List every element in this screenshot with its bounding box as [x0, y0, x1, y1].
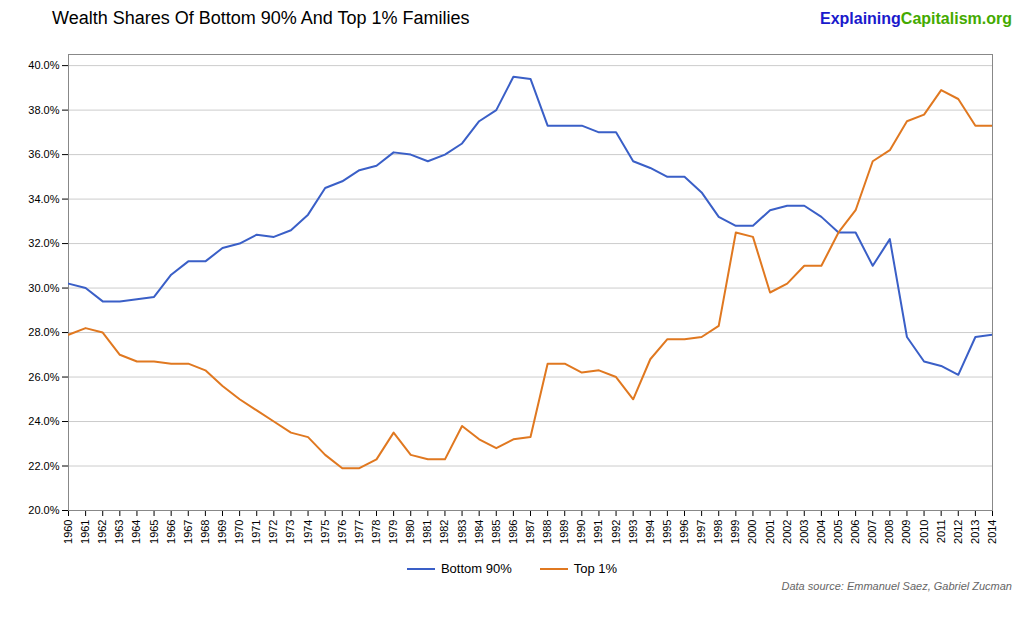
svg-text:1976: 1976	[336, 520, 348, 544]
svg-text:22.0%: 22.0%	[28, 460, 59, 472]
svg-text:1973: 1973	[284, 520, 296, 544]
svg-text:40.0%: 40.0%	[28, 59, 59, 71]
svg-text:1984: 1984	[473, 520, 485, 544]
svg-text:1962: 1962	[96, 520, 108, 544]
svg-text:1974: 1974	[302, 520, 314, 544]
svg-text:1995: 1995	[661, 520, 673, 544]
svg-text:1961: 1961	[79, 520, 91, 544]
svg-text:1966: 1966	[165, 520, 177, 544]
svg-text:26.0%: 26.0%	[28, 371, 59, 383]
svg-text:32.0%: 32.0%	[28, 237, 59, 249]
svg-text:1978: 1978	[370, 520, 382, 544]
svg-text:1977: 1977	[353, 520, 365, 544]
svg-text:2006: 2006	[849, 520, 861, 544]
svg-text:1992: 1992	[610, 520, 622, 544]
svg-text:1965: 1965	[148, 520, 160, 544]
html-text:Top 1%: Top 1%	[573, 560, 618, 576]
svg-text:1999: 1999	[729, 520, 741, 544]
svg-text:1993: 1993	[627, 520, 639, 544]
svg-text:2009: 2009	[900, 520, 912, 544]
html-text:Wealth Shares Of Bottom 90% An: Wealth Shares Of Bottom 90% And Top 1% F…	[52, 8, 470, 28]
svg-text:1964: 1964	[130, 520, 142, 544]
svg-text:1990: 1990	[575, 520, 587, 544]
svg-text:1972: 1972	[267, 520, 279, 544]
svg-text:2002: 2002	[781, 520, 793, 544]
svg-text:1975: 1975	[319, 520, 331, 544]
svg-text:2003: 2003	[798, 520, 810, 544]
svg-text:28.0%: 28.0%	[28, 326, 59, 338]
svg-text:1971: 1971	[250, 520, 262, 544]
svg-text:2004: 2004	[815, 520, 827, 544]
svg-text:2008: 2008	[883, 520, 895, 544]
svg-text:34.0%: 34.0%	[28, 193, 59, 205]
svg-text:1998: 1998	[712, 520, 724, 544]
svg-text:1981: 1981	[421, 520, 433, 544]
svg-text:2000: 2000	[746, 520, 758, 544]
svg-text:20.0%: 20.0%	[28, 504, 59, 516]
svg-text:1960: 1960	[62, 520, 74, 544]
svg-text:1988: 1988	[541, 520, 553, 544]
svg-text:1980: 1980	[404, 520, 416, 544]
svg-text:1982: 1982	[438, 520, 450, 544]
svg-text:2005: 2005	[832, 520, 844, 544]
svg-text:1983: 1983	[456, 520, 468, 544]
svg-text:1989: 1989	[558, 520, 570, 544]
svg-text:24.0%: 24.0%	[28, 415, 59, 427]
svg-text:1967: 1967	[182, 520, 194, 544]
svg-text:2011: 2011	[935, 520, 947, 544]
svg-text:1986: 1986	[507, 520, 519, 544]
svg-text:36.0%: 36.0%	[28, 148, 59, 160]
html-text:Data source: Emmanuel Saez, Ga: Data source: Emmanuel Saez, Gabriel Zucm…	[781, 580, 1012, 592]
svg-text:2010: 2010	[918, 520, 930, 544]
svg-text:1994: 1994	[644, 520, 656, 544]
svg-text:1970: 1970	[233, 520, 245, 544]
svg-text:30.0%: 30.0%	[28, 282, 59, 294]
svg-text:1969: 1969	[216, 520, 228, 544]
svg-text:1963: 1963	[113, 520, 125, 544]
svg-text:1991: 1991	[592, 520, 604, 544]
svg-text:2007: 2007	[866, 520, 878, 544]
svg-text:2014: 2014	[986, 520, 998, 544]
svg-text:1985: 1985	[490, 520, 502, 544]
svg-text:1987: 1987	[524, 520, 536, 544]
svg-text:2013: 2013	[969, 520, 981, 544]
html-text:Explaining Capitalism.org: Explaining Capitalism.org	[820, 10, 1012, 27]
svg-text:1996: 1996	[678, 520, 690, 544]
svg-text:1968: 1968	[199, 520, 211, 544]
svg-text:2012: 2012	[952, 520, 964, 544]
html-text:Bottom 90%: Bottom 90%	[440, 560, 512, 576]
svg-text:38.0%: 38.0%	[28, 104, 59, 116]
svg-text:1979: 1979	[387, 520, 399, 544]
svg-text:1997: 1997	[695, 520, 707, 544]
svg-text:2001: 2001	[764, 520, 776, 544]
